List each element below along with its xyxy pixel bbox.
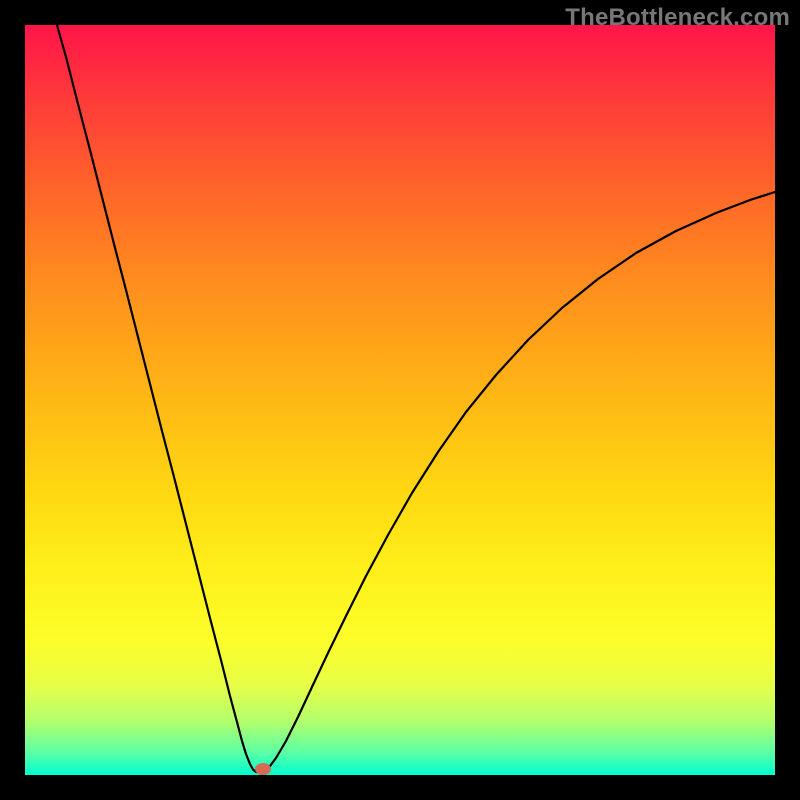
bottleneck-plot	[0, 0, 800, 800]
plot-background-gradient	[25, 25, 775, 775]
figure-root: TheBottleneck.com	[0, 0, 800, 800]
watermark-text: TheBottleneck.com	[565, 4, 790, 32]
optimal-point-marker	[255, 763, 271, 775]
